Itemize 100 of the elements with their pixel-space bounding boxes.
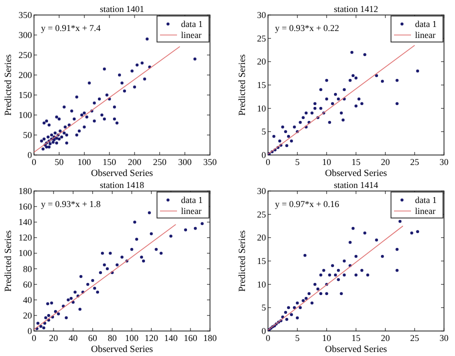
legend-label: linear [181,206,202,216]
x-tick-label: 15 [352,157,361,167]
point [354,104,358,108]
y-tick-label: 60 [23,279,32,290]
x-tick-label: 5 [295,157,300,167]
point [313,282,316,286]
point [148,211,151,214]
point [416,70,420,72]
point [284,310,288,314]
point [108,252,112,255]
point [278,140,282,142]
point [354,254,358,258]
y-tick-label: 15 [257,256,266,266]
point [102,263,106,266]
point [74,290,77,294]
point [302,116,305,120]
point [313,102,316,106]
point [91,278,94,282]
point [184,228,188,232]
point [336,278,340,282]
point [272,134,276,138]
x-tick-label: 60 [88,333,98,343]
x-axis-title: Observed Series [325,169,388,179]
legend-label: data 1 [415,19,437,29]
y-tick-label: 10 [257,103,266,114]
point [287,306,290,310]
y-tick-label: 350 [18,10,32,20]
x-tick-label: 5 [295,333,300,343]
point [56,312,60,316]
point [360,268,364,272]
point [281,126,284,128]
legend-label: data 1 [415,195,437,205]
chart-title: station 1401 [100,4,144,14]
point [375,238,378,242]
x-tick-label: 150 [102,157,117,167]
x-axis-title: Observed Series [91,169,154,179]
x-tick-label: 80 [108,333,118,343]
point [150,232,153,236]
y-tick-label: 0 [28,150,32,160]
point [100,252,104,255]
point [354,76,358,80]
point [396,248,399,251]
x-tick-label: 25 [410,333,420,343]
point [313,106,316,110]
point [281,316,284,318]
point [331,264,334,268]
x-tick-label: 180 [203,333,218,343]
point [410,232,414,234]
point [287,134,290,138]
point [54,310,58,314]
point [98,271,102,274]
point [304,112,308,114]
legend-label: linear [415,206,436,216]
point [285,318,288,321]
x-tick-label: 20 [380,333,390,343]
y-tick-label: 120 [18,232,32,243]
chart-title: station 1414 [334,180,379,190]
x-axis-title: Observed Series [325,345,388,355]
point [44,316,48,320]
point [342,274,346,276]
y-tick-label: 250 [18,50,32,60]
point [328,120,332,124]
point [319,106,322,110]
point [160,252,163,255]
y-tick-label: 10 [257,279,266,290]
point [340,112,343,114]
point [328,274,332,276]
y-tick-label: 5 [262,126,266,137]
y-axis-title: Predicted Series [4,230,14,292]
point [342,260,346,262]
x-tick-label: 20 [49,333,59,343]
point [396,268,399,272]
y-axis-title: Predicted Series [238,54,248,116]
point [298,120,302,124]
point [322,268,326,272]
legend-label: data 1 [181,195,203,205]
point [304,296,308,300]
point [290,313,293,316]
point [319,88,322,92]
point [303,254,306,257]
y-tick-label: 200 [18,70,32,80]
y-tick-label: 0 [262,326,266,336]
point [363,232,366,234]
point [292,306,296,310]
point [308,292,311,296]
point [290,140,293,142]
x-tick-label: 350 [203,157,218,167]
point [79,275,82,278]
x-tick-label: 10 [322,333,332,343]
y-axis-title: Predicted Series [238,230,248,292]
point [64,316,68,320]
y-tick-label: 30 [257,10,266,20]
point [93,286,96,290]
y-tick-label: 0 [262,150,266,160]
x-tick-label: 200 [128,157,142,167]
point [319,274,322,276]
point [352,226,355,230]
y-tick-label: 25 [257,209,266,220]
x-tick-label: 40 [68,333,78,343]
x-tick-label: 30 [440,157,449,167]
